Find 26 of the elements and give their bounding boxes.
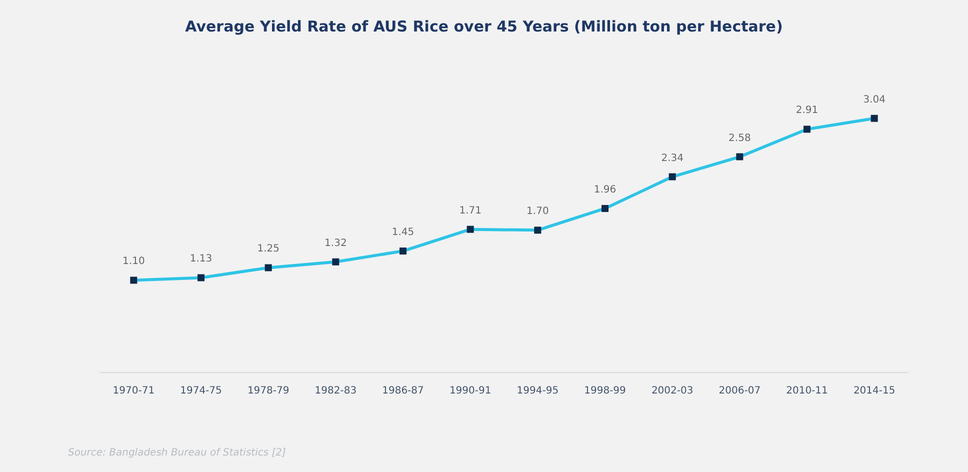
x-tick-label: 1978-79 <box>247 386 290 396</box>
data-label: 1.10 <box>122 256 145 268</box>
data-label: 1.45 <box>392 227 414 238</box>
x-tick-label: 2006-07 <box>718 386 761 396</box>
data-label: 1.70 <box>526 206 549 218</box>
data-label: 2.58 <box>728 132 751 144</box>
data-label: 1.32 <box>324 238 347 249</box>
x-tick-label: 1986-87 <box>382 386 424 396</box>
data-label: 1.13 <box>190 254 212 265</box>
x-tick-label: 1974-75 <box>180 386 222 396</box>
data-label: 2.34 <box>661 152 684 164</box>
x-tick-label: 1994-95 <box>516 386 559 396</box>
x-tick-label: 2002-03 <box>651 386 694 396</box>
data-label: 3.04 <box>863 94 886 106</box>
x-tick-label: 1982-83 <box>314 386 357 396</box>
source-note: Source: Bangladesh Bureau of Statistics [2] <box>68 448 286 458</box>
x-tick-label: 2014-15 <box>853 386 896 396</box>
x-tick-label: 2010-11 <box>786 386 828 396</box>
data-label: 2.91 <box>796 105 818 116</box>
x-tick-label: 1990-91 <box>449 386 492 396</box>
x-tick-label: 1970-71 <box>112 386 155 396</box>
chart-title: Average Yield Rate of AUS Rice over 45 Years (Million ton per Hectare) <box>185 18 783 36</box>
data-label: 1.96 <box>594 184 616 196</box>
data-label: 1.25 <box>257 244 280 255</box>
x-tick-label: 1998-99 <box>584 386 626 396</box>
data-label: 1.71 <box>459 205 482 216</box>
